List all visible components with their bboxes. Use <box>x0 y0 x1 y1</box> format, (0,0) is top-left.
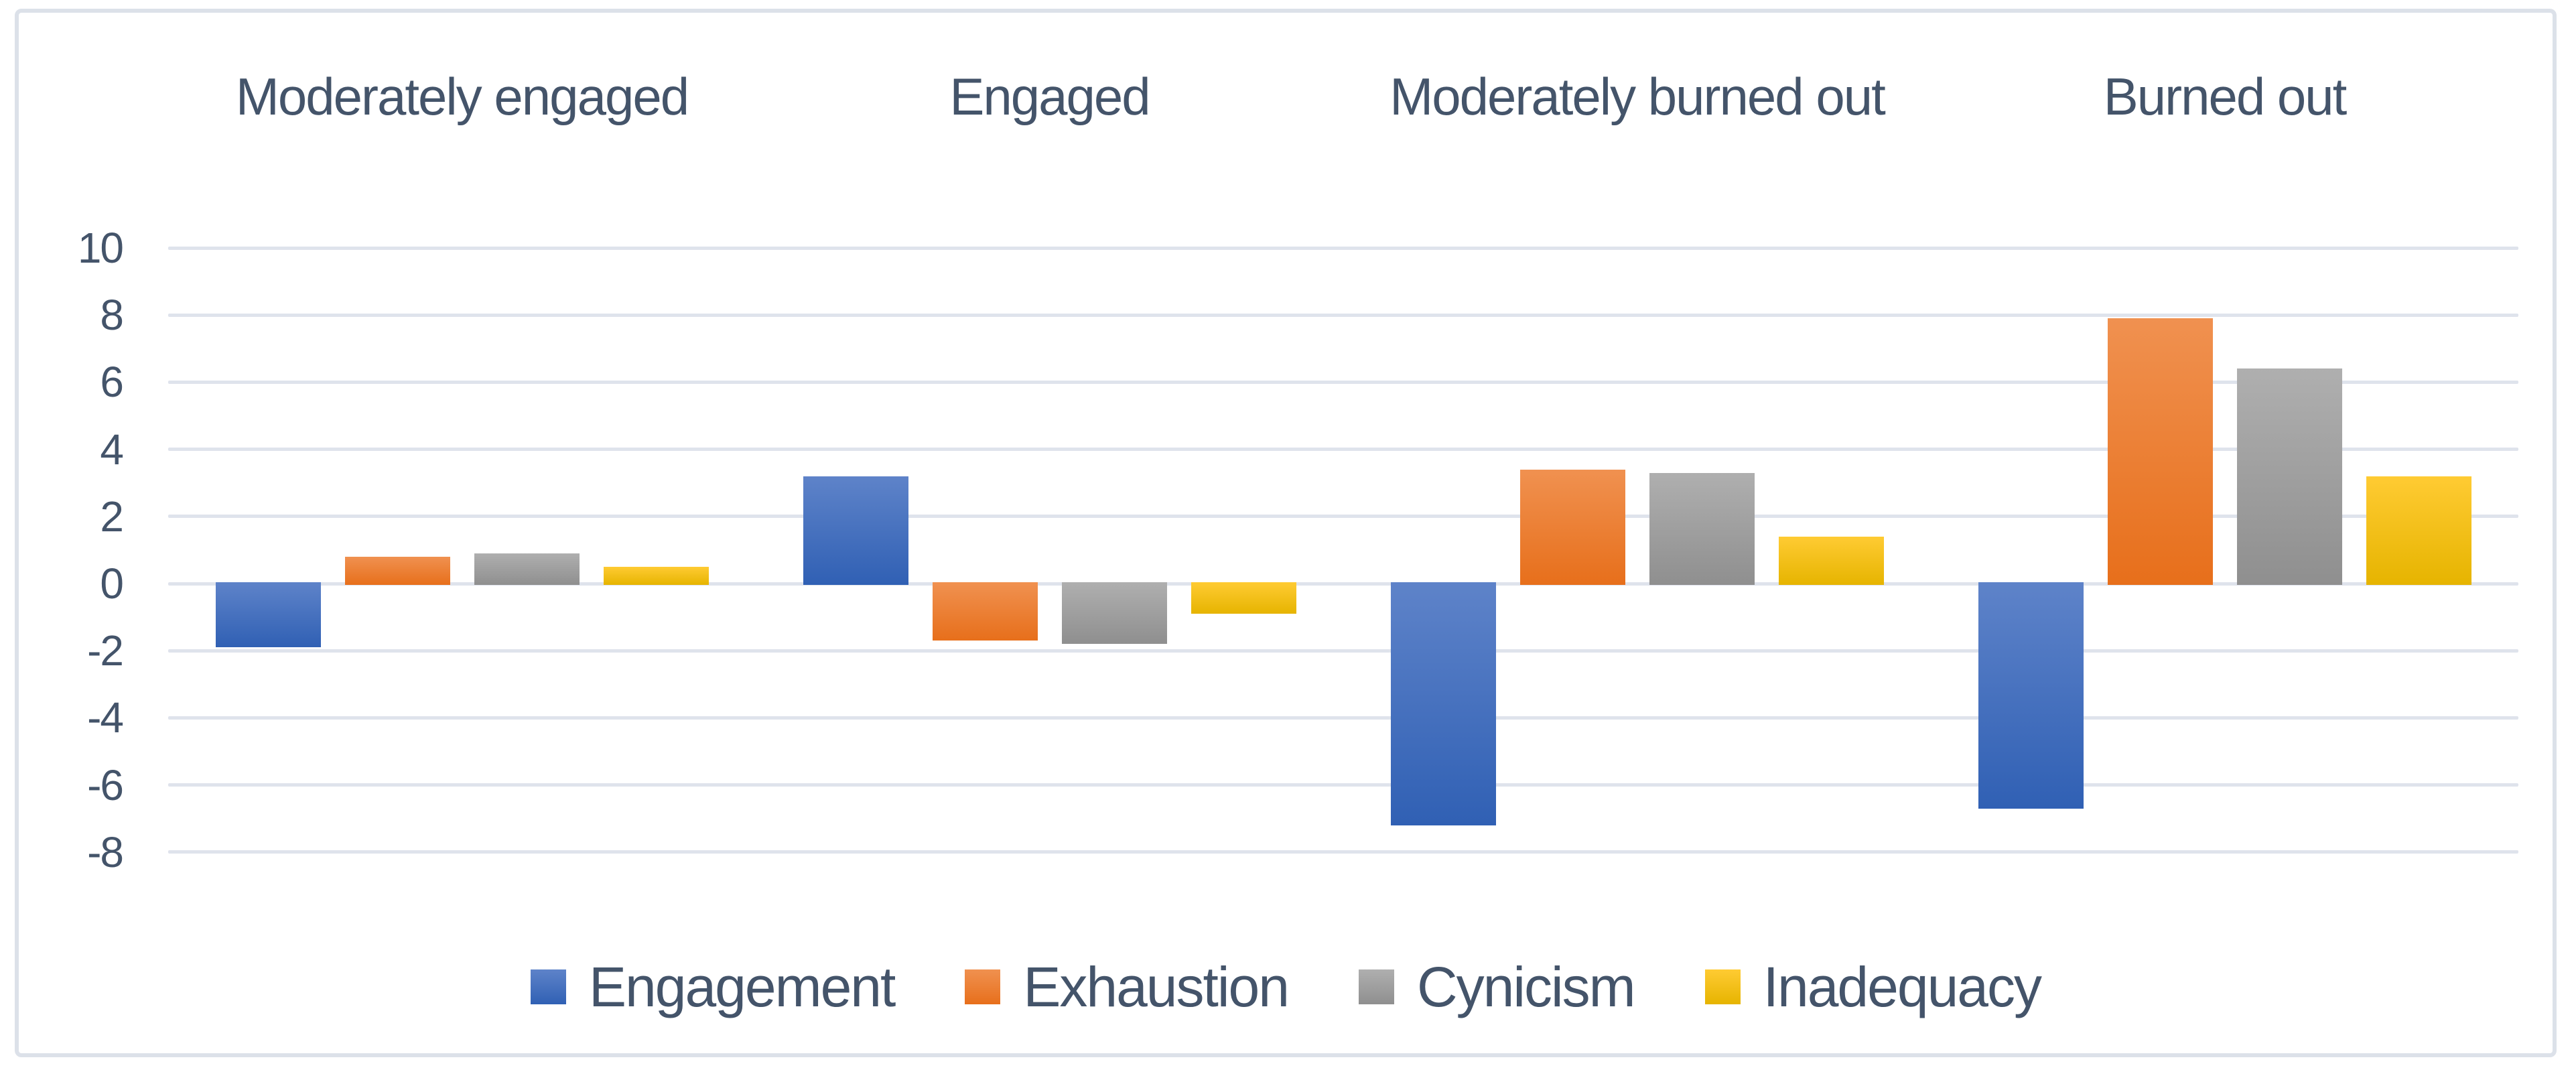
category-title: Engaged <box>949 66 1150 126</box>
plot-area: 10 8 6 4 2 0 -2 -4 -6 -8 <box>19 13 2553 1053</box>
legend: Engagement Exhaustion Cynicism Inadequacy <box>19 959 2553 1015</box>
y-axis-tick-label: 2 <box>100 492 124 541</box>
gridline <box>168 515 2518 519</box>
legend-label: Exhaustion <box>1023 955 1290 1018</box>
bar-engagement-3 <box>1390 582 1496 825</box>
bar-exhaustion-2 <box>932 582 1038 641</box>
legend-label: Cynicism <box>1416 955 1636 1018</box>
legend-item-cynicism: Cynicism <box>1358 955 1636 1018</box>
gridline <box>168 313 2518 317</box>
category-title: Burned out <box>2103 66 2348 126</box>
legend-swatch-inadequacy <box>1704 969 1741 1004</box>
gridline <box>168 380 2518 384</box>
bar-cynicism-3 <box>1649 472 1755 586</box>
legend-item-inadequacy: Inadequacy <box>1704 955 2042 1018</box>
y-axis-tick-label: 4 <box>100 425 124 474</box>
legend-swatch-exhaustion <box>965 969 1001 1004</box>
y-axis-tick-label: 8 <box>100 291 124 340</box>
legend-swatch-cynicism <box>1358 969 1394 1004</box>
bar-cynicism-1 <box>474 553 580 586</box>
bar-engagement-4 <box>1978 582 2084 809</box>
category-titles-row: Moderately engaged Engaged Moderately burn… <box>19 60 2553 133</box>
gridline <box>168 246 2518 250</box>
bar-exhaustion-1 <box>344 556 450 586</box>
gridline <box>168 582 2518 586</box>
y-axis-tick-label: 0 <box>100 559 124 608</box>
chart-card: Moderately engaged Engaged Moderately burn… <box>15 9 2557 1057</box>
category-title: Moderately engaged <box>235 66 689 126</box>
bar-exhaustion-3 <box>1519 469 1625 586</box>
legend-item-engagement: Engagement <box>530 955 896 1018</box>
gridline <box>168 850 2518 854</box>
bar-cynicism-2 <box>1061 582 1167 645</box>
y-axis-tick-label: -2 <box>87 626 124 675</box>
y-axis-tick-label: 6 <box>100 358 124 407</box>
legend-item-exhaustion: Exhaustion <box>965 955 1290 1018</box>
bar-inadequacy-4 <box>2366 476 2471 586</box>
gridline <box>168 783 2518 787</box>
bar-engagement-2 <box>803 476 908 586</box>
bar-inadequacy-3 <box>1778 536 1884 586</box>
y-axis-tick-label: 10 <box>77 224 124 272</box>
gridline <box>168 716 2518 720</box>
gridline <box>168 649 2518 653</box>
bar-engagement-1 <box>215 582 321 648</box>
bar-inadequacy-1 <box>603 566 709 586</box>
y-axis-tick-label: -6 <box>87 760 124 809</box>
legend-swatch-engagement <box>530 969 566 1004</box>
bar-inadequacy-2 <box>1191 582 1296 614</box>
y-axis-tick-label: -8 <box>87 827 124 876</box>
bar-exhaustion-4 <box>2107 318 2213 586</box>
y-axis-tick-label: -4 <box>87 693 124 742</box>
gridline <box>168 448 2518 452</box>
category-title: Moderately burned out <box>1389 66 1886 126</box>
legend-label: Inadequacy <box>1763 955 2042 1018</box>
bar-cynicism-4 <box>2236 368 2342 586</box>
legend-label: Engagement <box>588 955 896 1018</box>
